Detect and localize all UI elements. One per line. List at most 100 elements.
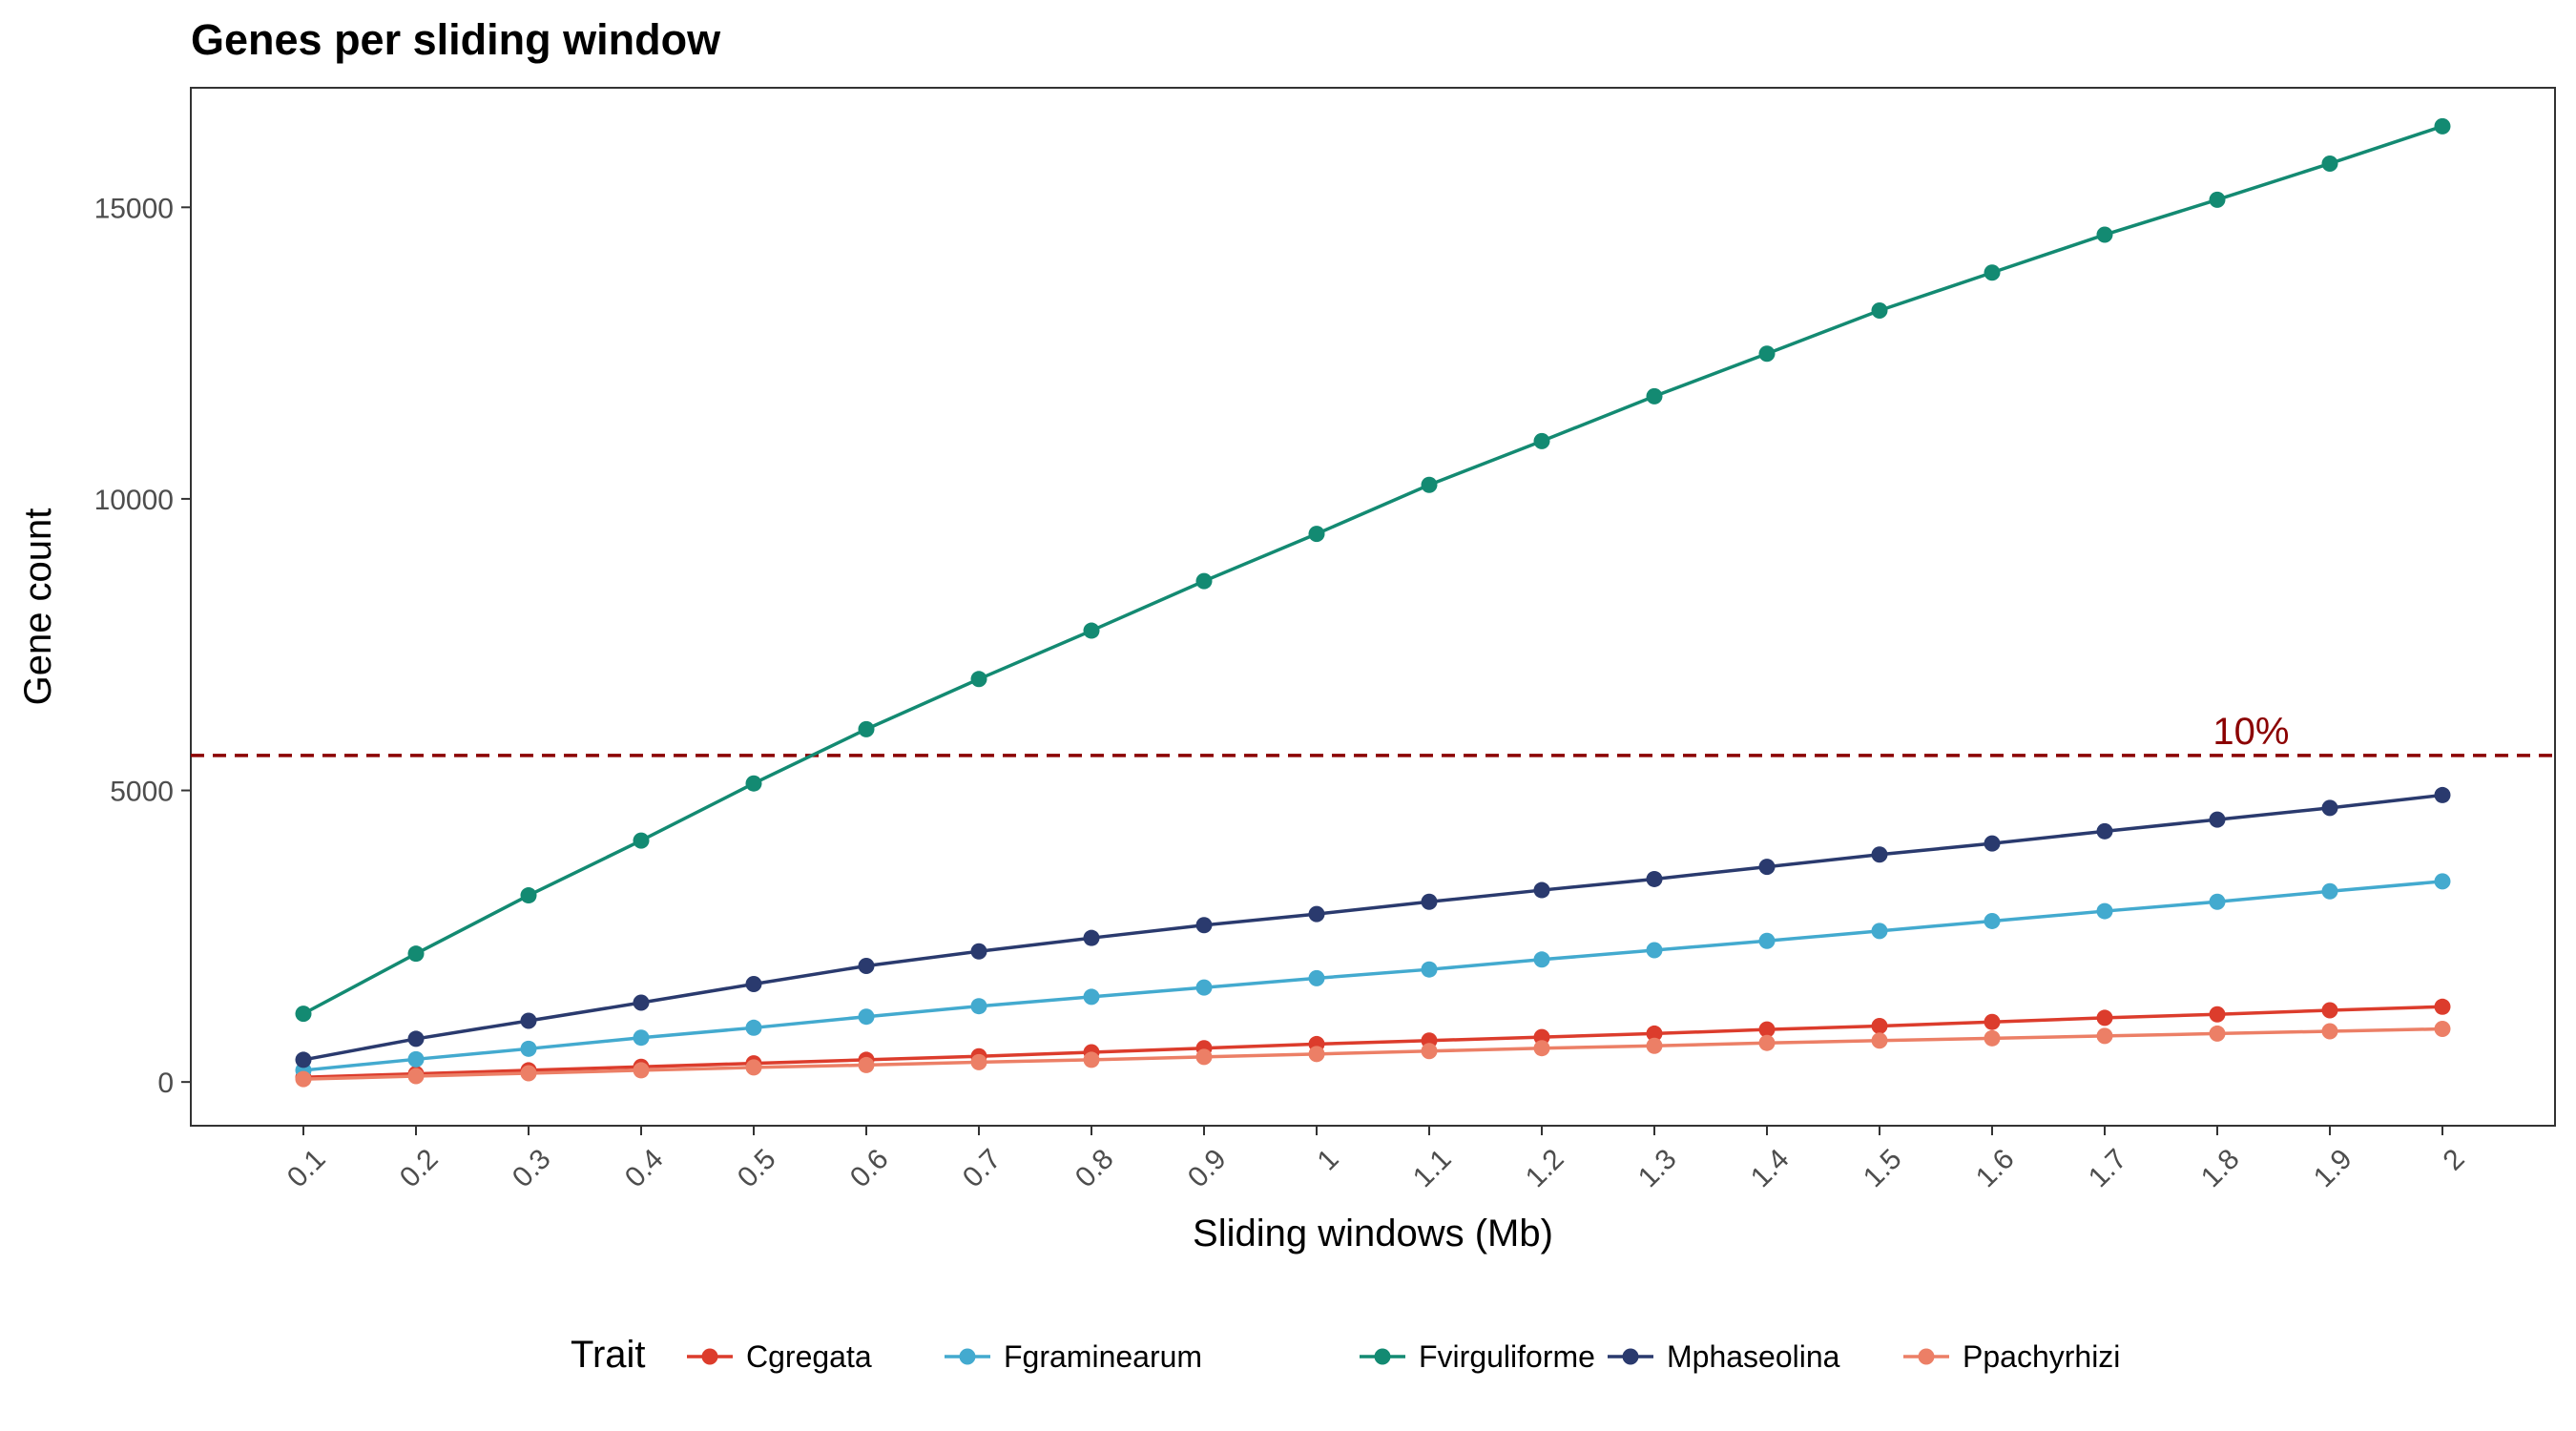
legend-item-cgregata: Cgregata (687, 1339, 872, 1374)
data-point (745, 1059, 762, 1076)
data-point (1871, 1017, 1888, 1034)
y-tick-label: 5000 (110, 777, 174, 808)
data-point (2321, 1002, 2338, 1019)
data-point (970, 671, 987, 688)
data-point (1758, 345, 1776, 363)
x-tick-label: 1.6 (1970, 1143, 2021, 1193)
data-point (745, 1019, 762, 1036)
data-point (2209, 811, 2226, 828)
data-point (1533, 1028, 1550, 1046)
data-point (2434, 873, 2451, 890)
data-point (295, 1070, 312, 1088)
x-tick-label: 0.1 (281, 1143, 332, 1193)
reference-line-label: 10% (2212, 711, 2289, 753)
series-line (302, 1027, 2443, 1081)
legend-key-point (1622, 1348, 1639, 1365)
x-tick-label: 0.7 (957, 1143, 1008, 1193)
x-tick-label: 1 (1312, 1143, 1345, 1176)
y-tick-label: 0 (157, 1068, 174, 1099)
series-line (302, 1005, 2443, 1080)
data-point (2096, 902, 2113, 920)
series-layer (295, 117, 2451, 1088)
x-tick-label: 1.3 (1632, 1143, 1683, 1193)
x-tick-label: 1.2 (1520, 1143, 1570, 1193)
x-tick-label: 0.4 (619, 1143, 670, 1193)
data-point (858, 1008, 875, 1026)
data-point (2434, 998, 2451, 1015)
data-point (1984, 264, 2001, 281)
data-point (633, 994, 650, 1011)
data-point (1533, 881, 1550, 899)
data-point (1984, 912, 2001, 929)
legend-label: Fgraminearum (1004, 1339, 1202, 1374)
series-ppachyrhizi (295, 1021, 2451, 1088)
legend-item-ppachyrhizi: Ppachyrhizi (1903, 1339, 2120, 1374)
data-point (2321, 882, 2338, 900)
data-point (858, 1056, 875, 1073)
data-point (1646, 1037, 1663, 1054)
legend-title: Trait (571, 1334, 646, 1376)
data-point (2434, 786, 2451, 803)
data-point (970, 943, 987, 960)
data-point (1758, 1021, 1776, 1038)
data-point (2096, 1009, 2113, 1027)
data-point (745, 975, 762, 992)
data-point (1646, 1025, 1663, 1042)
data-point (1195, 917, 1213, 934)
x-tick-label: 2 (2438, 1143, 2471, 1176)
data-point (1195, 979, 1213, 996)
legend: Trait Cgregata Fgraminearum Fvirguliforme M… (571, 1334, 2120, 1376)
data-point (2096, 822, 2113, 840)
data-point (1421, 1043, 1438, 1060)
data-point (633, 1062, 650, 1079)
series-line (302, 880, 2443, 1072)
x-tick-label: 0.2 (394, 1143, 445, 1193)
x-axis-title: Sliding windows (Mb) (1193, 1213, 1553, 1255)
legend-item-mphaseolina: Mphaseolina (1608, 1339, 1840, 1374)
x-tick-label: 0.8 (1070, 1143, 1120, 1193)
x-tick-label: 1.9 (2308, 1143, 2358, 1193)
data-point (1308, 1046, 1325, 1063)
data-point (1083, 1051, 1100, 1068)
y-tick-label: 15000 (94, 193, 174, 224)
data-point (407, 1030, 425, 1047)
data-point (2321, 155, 2338, 172)
data-point (1758, 859, 1776, 876)
series-line (302, 793, 2443, 1062)
data-point (1871, 1032, 1888, 1049)
data-point (1421, 893, 1438, 910)
data-point (2209, 893, 2226, 910)
reference-line-group: 10% (191, 711, 2555, 757)
data-point (1533, 432, 1550, 449)
data-point (1871, 301, 1888, 319)
legend-label: Mphaseolina (1667, 1339, 1840, 1374)
series-fgraminearum (295, 873, 2451, 1079)
data-point (1533, 951, 1550, 968)
data-point (970, 1053, 987, 1070)
data-point (1195, 572, 1213, 590)
data-point (970, 998, 987, 1015)
x-tick-label: 1.7 (2083, 1143, 2133, 1193)
chart-title: Genes per sliding window (191, 15, 721, 64)
legend-key-point (1918, 1348, 1935, 1365)
x-tick-label: 0.5 (732, 1143, 782, 1193)
data-point (2209, 191, 2226, 208)
data-point (1871, 846, 1888, 863)
x-tick-label: 1.8 (2195, 1143, 2246, 1193)
legend-label: Ppachyrhizi (1963, 1339, 2120, 1374)
data-point (2434, 117, 2451, 135)
data-point (295, 1051, 312, 1068)
x-tick-label: 1.5 (1858, 1143, 1908, 1193)
data-point (407, 945, 425, 963)
data-point (1421, 961, 1438, 978)
data-point (407, 1050, 425, 1068)
data-point (633, 1029, 650, 1047)
legend-key-point (959, 1348, 976, 1365)
data-point (1984, 1013, 2001, 1030)
x-tick-label: 0.9 (1182, 1143, 1233, 1193)
series-fvirguliforme (295, 117, 2451, 1023)
y-axis-title: Gene count (17, 508, 59, 706)
data-point (2096, 1027, 2113, 1045)
data-point (520, 887, 537, 904)
